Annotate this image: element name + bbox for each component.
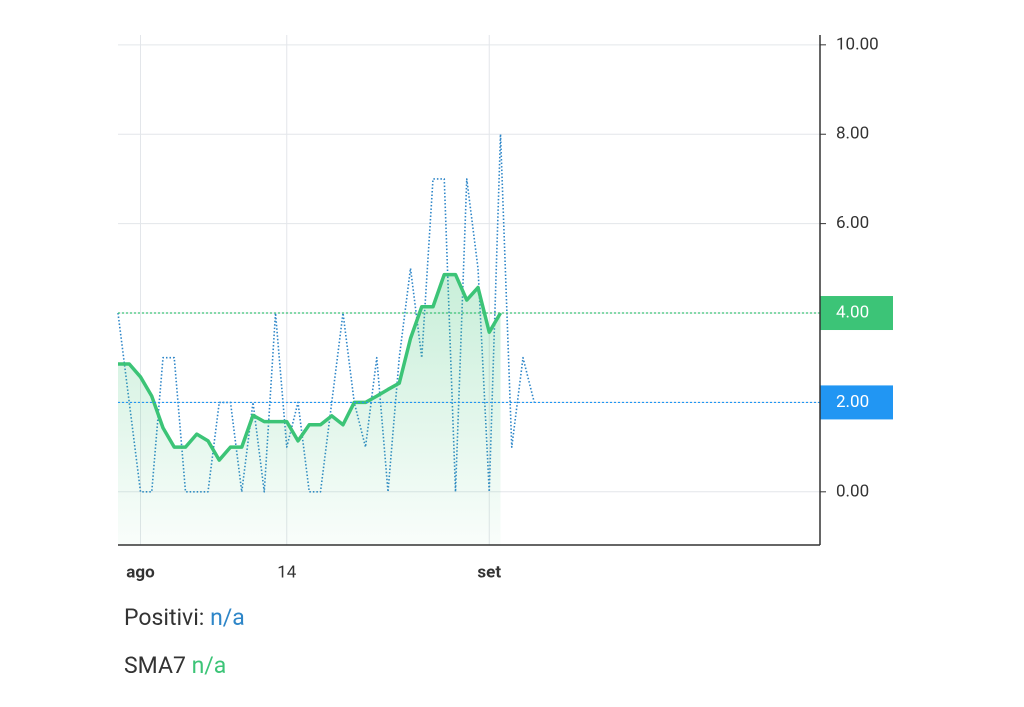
price-label-box: [820, 385, 893, 420]
series-line: [118, 272, 503, 462]
legend-name: Positivi:: [124, 604, 205, 631]
area: [118, 274, 501, 545]
legend-value: n/a: [191, 652, 227, 679]
price-label: 4.00: [836, 303, 869, 323]
legend-positivi: Positivi: n/a: [124, 604, 245, 631]
x-tick-label: ago: [126, 562, 155, 582]
price-label-box: [820, 296, 893, 331]
y-tick-label: 6.00: [836, 213, 869, 233]
legend-sma7: SMA7 n/a: [124, 652, 226, 679]
x-tick-label: set: [477, 562, 501, 582]
legend-name: SMA7: [124, 652, 186, 679]
legend-value: n/a: [210, 604, 245, 631]
y-tick-label: 8.00: [836, 124, 869, 144]
x-tick-label: 14: [277, 562, 297, 582]
price-label: 2.00: [836, 392, 869, 412]
chart: 0.002.004.006.008.0010.00ago14set4.002.0…: [117, 34, 893, 582]
y-tick-label: 0.00: [836, 481, 869, 501]
y-tick-label: 10.00: [836, 34, 879, 54]
